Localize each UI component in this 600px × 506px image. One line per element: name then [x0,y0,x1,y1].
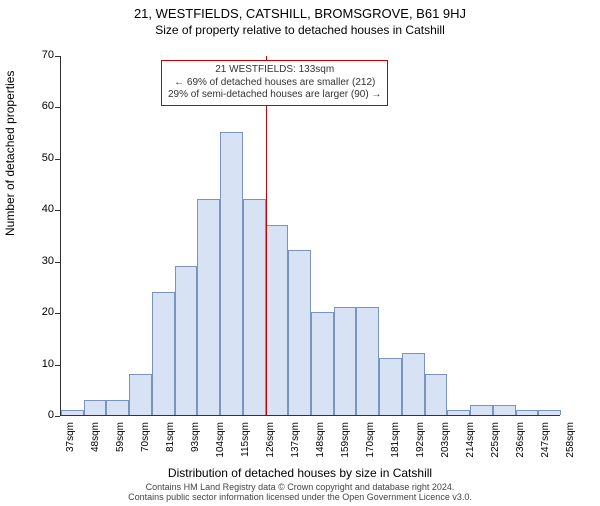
x-tick-label: 93sqm [190,422,201,462]
x-tick-label: 247sqm [540,422,551,462]
y-tick-label: 20 [24,306,54,318]
y-tick-label: 0 [24,409,54,421]
x-tick-label: 214sqm [465,422,476,462]
y-tick-label: 50 [24,152,54,164]
y-tick-label: 30 [24,255,54,267]
histogram-bar [220,132,243,415]
x-tick-label: 70sqm [140,422,151,462]
histogram-bar [447,410,470,415]
x-tick-label: 81sqm [165,422,176,462]
x-tick-label: 236sqm [515,422,526,462]
y-tick [55,159,60,160]
x-tick-label: 148sqm [315,422,326,462]
annotation-line: ← 69% of detached houses are smaller (21… [168,77,381,90]
histogram-bar [175,266,198,415]
copyright-text: Contains HM Land Registry data © Crown c… [0,482,600,502]
x-tick-label: 104sqm [215,422,226,462]
chart-container: 21, WESTFIELDS, CATSHILL, BROMSGROVE, B6… [0,6,600,506]
reference-line [266,56,267,415]
y-tick-label: 70 [24,49,54,61]
x-tick-label: 203sqm [440,422,451,462]
histogram-bar [379,358,402,415]
x-tick-label: 48sqm [90,422,101,462]
annotation-line: 29% of semi-detached houses are larger (… [168,89,381,102]
y-tick-label: 60 [24,100,54,112]
annotation-box: 21 WESTFIELDS: 133sqm← 69% of detached h… [161,60,388,106]
y-tick [55,365,60,366]
chart-subtitle: Size of property relative to detached ho… [0,23,600,37]
histogram-bar [516,410,539,415]
histogram-bar [266,225,289,415]
y-tick [55,416,60,417]
x-tick-label: 37sqm [65,422,76,462]
plot-area: 21 WESTFIELDS: 133sqm← 69% of detached h… [60,56,560,416]
histogram-bar [334,307,357,415]
copyright-line: Contains HM Land Registry data © Crown c… [0,482,600,492]
histogram-bar [311,312,334,415]
x-tick-label: 137sqm [290,422,301,462]
y-tick [55,56,60,57]
histogram-bar [61,410,84,415]
histogram-bar [402,353,425,415]
y-tick-label: 10 [24,358,54,370]
y-axis-label: Number of detached properties [3,71,17,236]
x-tick-label: 225sqm [490,422,501,462]
x-tick-label: 115sqm [240,422,251,462]
histogram-bar [197,199,220,415]
histogram-bar [129,374,152,415]
y-tick [55,262,60,263]
histogram-bar [152,292,175,415]
x-tick-label: 170sqm [365,422,376,462]
chart-title: 21, WESTFIELDS, CATSHILL, BROMSGROVE, B6… [0,6,600,21]
x-axis-label: Distribution of detached houses by size … [0,466,600,480]
y-tick [55,313,60,314]
histogram-bar [538,410,561,415]
histogram-bar [106,400,129,415]
histogram-bar [356,307,379,415]
copyright-line: Contains public sector information licen… [0,492,600,502]
annotation-line: 21 WESTFIELDS: 133sqm [168,64,381,77]
y-tick-label: 40 [24,203,54,215]
histogram-bar [425,374,448,415]
y-tick [55,107,60,108]
x-tick-label: 59sqm [115,422,126,462]
x-tick-label: 181sqm [390,422,401,462]
y-tick [55,210,60,211]
histogram-bar [288,250,311,415]
x-tick-label: 126sqm [265,422,276,462]
histogram-bar [84,400,107,415]
histogram-bar [493,405,516,415]
x-tick-label: 192sqm [415,422,426,462]
histogram-bar [470,405,493,415]
x-tick-label: 159sqm [340,422,351,462]
x-tick-label: 258sqm [565,422,576,462]
histogram-bar [243,199,266,415]
